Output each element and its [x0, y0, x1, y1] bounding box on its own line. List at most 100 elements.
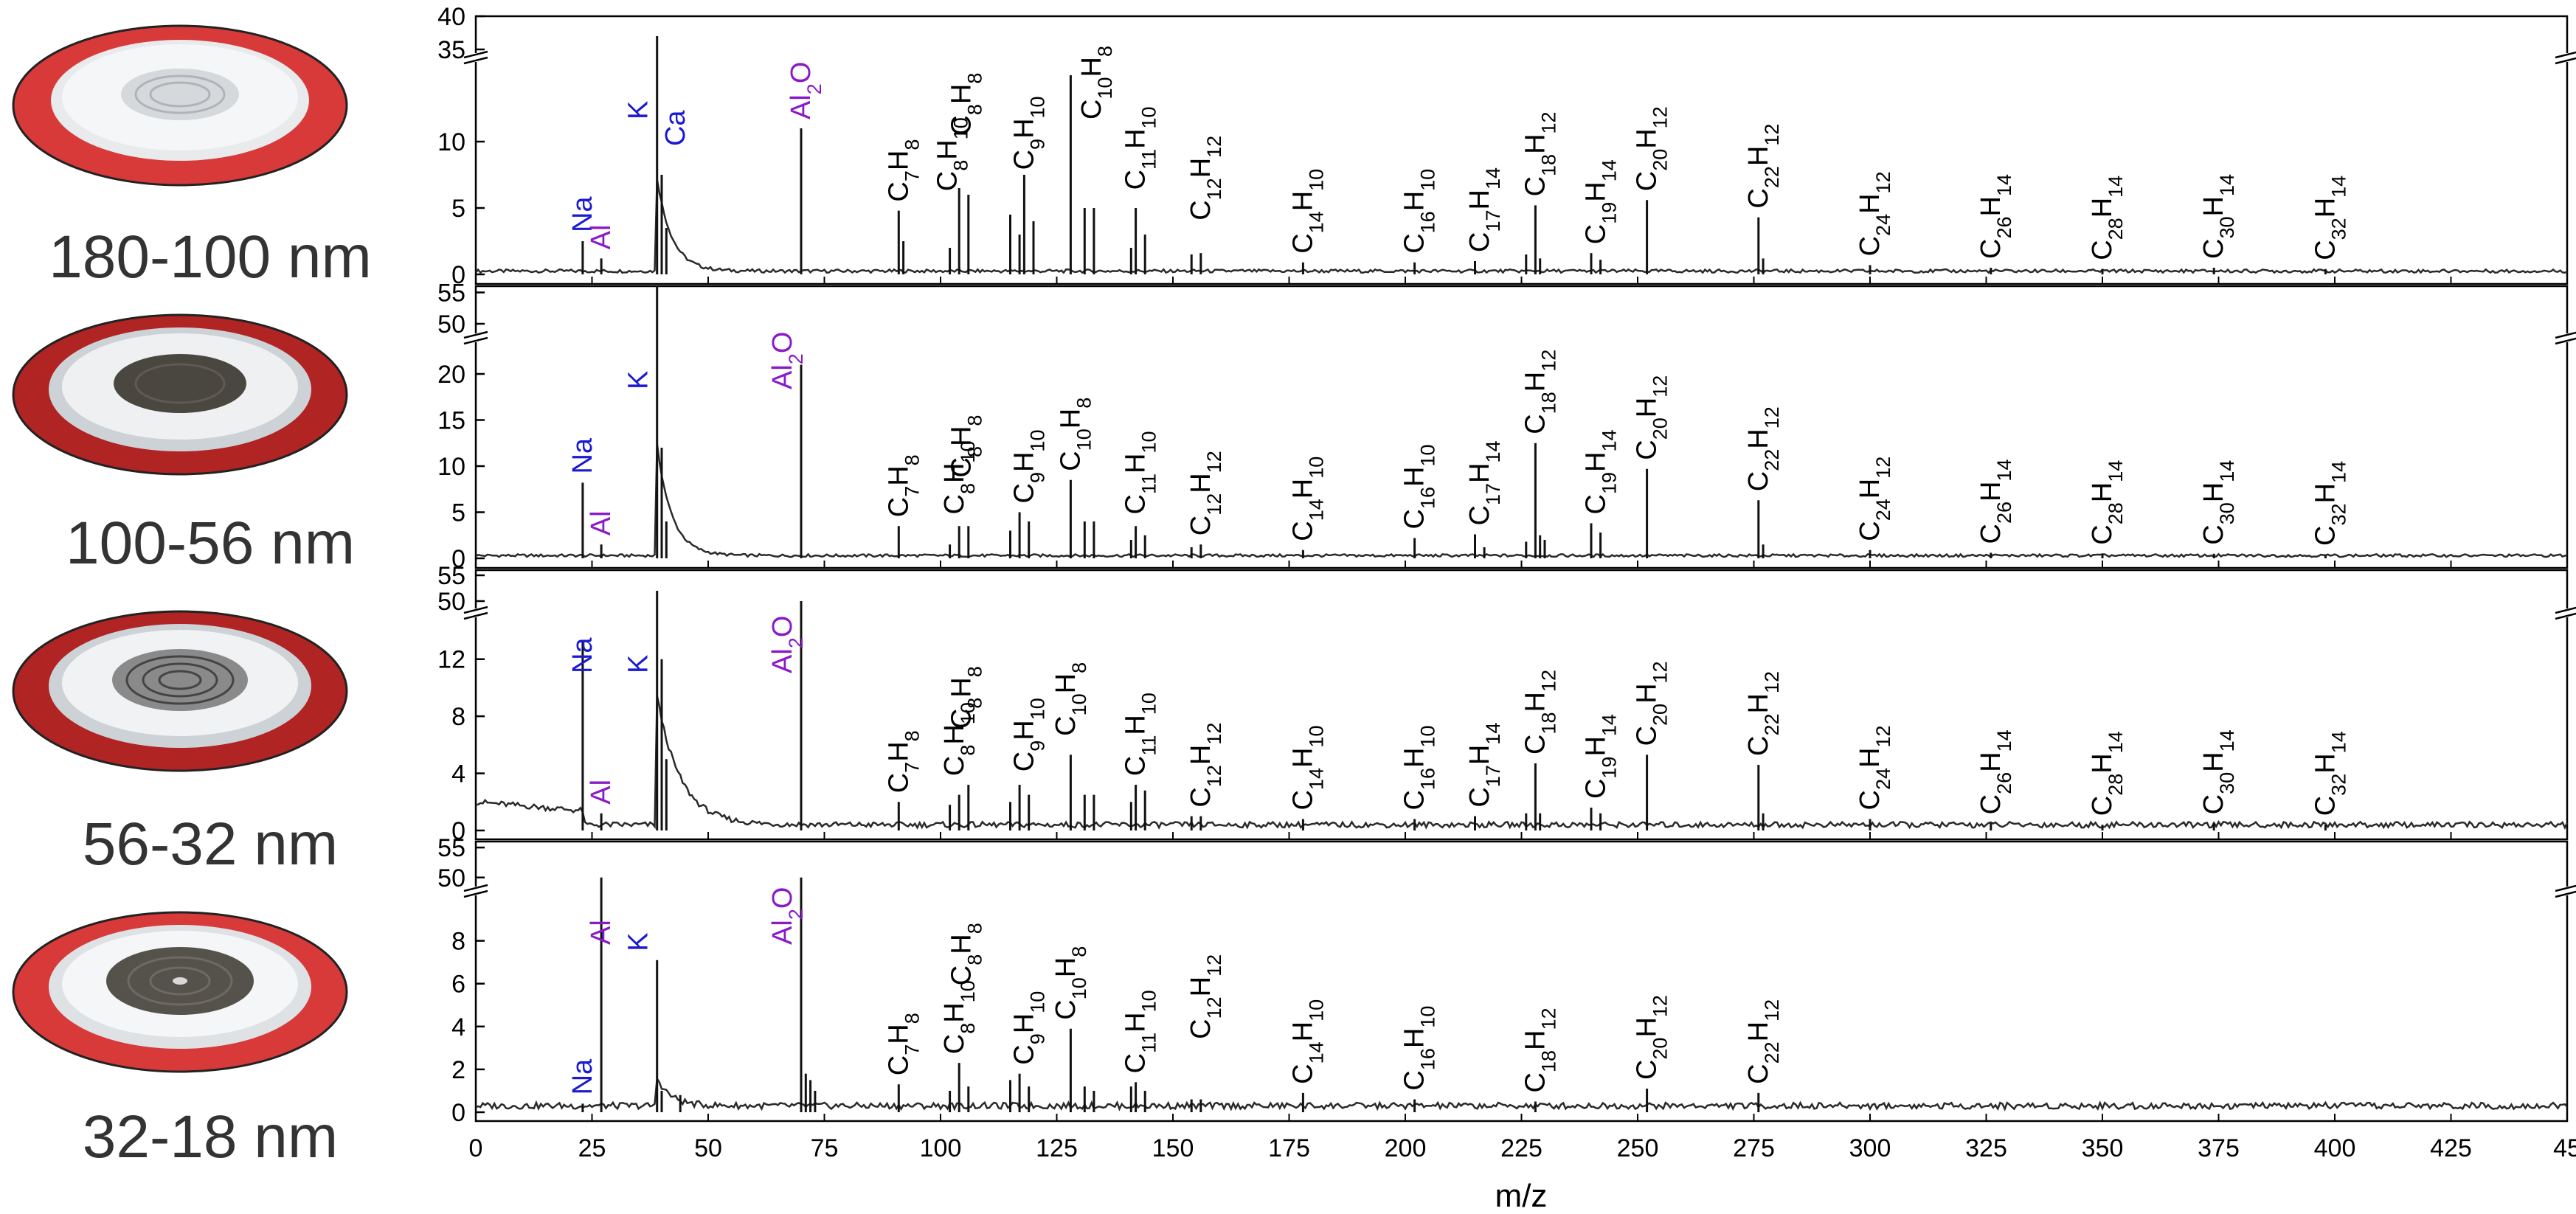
y-tick-label: 2: [451, 1056, 465, 1084]
x-tick-label: 250: [1617, 1134, 1659, 1162]
peak-label: C18H12: [1520, 1007, 1559, 1092]
peak-label: C11H10: [1121, 106, 1160, 190]
peak-label: C22H12: [1743, 406, 1783, 491]
y-tick-label: 0: [451, 817, 465, 845]
axis-break-mark: [2555, 51, 2576, 59]
peak-label: C9H10: [1008, 698, 1048, 771]
x-tick-label: 150: [1152, 1134, 1194, 1162]
x-tick-label: 225: [1500, 1134, 1543, 1162]
sample-dish-icon: [12, 24, 348, 187]
axis-break-mark: [2555, 57, 2576, 65]
peak-label: C9H10: [1008, 991, 1048, 1065]
peak-label: C22H12: [1743, 124, 1783, 209]
peak-label: C8H8: [946, 73, 986, 136]
peak-label: C8H10: [932, 117, 972, 191]
y-tick-label: 12: [437, 646, 465, 674]
peak-label: K: [623, 655, 654, 673]
peak-label: C28H14: [2087, 176, 2127, 260]
peak-label: Al: [586, 510, 617, 535]
y-tick-label: 50: [437, 311, 465, 339]
peak-label: C17H14: [1464, 441, 1504, 526]
sample-dish-icon: [12, 610, 348, 772]
peak-label: C20H12: [1632, 375, 1672, 460]
peak-label: C10H8: [1076, 46, 1116, 119]
peak-label: C7H8: [883, 1013, 923, 1075]
axis-break-mark: [2555, 890, 2576, 898]
peak-label: C30H14: [2198, 174, 2238, 259]
sample-plate-1: [10, 21, 350, 194]
x-tick-label: 25: [578, 1134, 606, 1162]
x-tick-label: 200: [1385, 1134, 1427, 1162]
peak-label: C20H12: [1632, 995, 1672, 1080]
y-tick-label: 20: [437, 361, 465, 389]
y-tick-label: 55: [437, 280, 465, 308]
axis-break-mark: [2555, 612, 2576, 620]
peak-label: C20H12: [1632, 106, 1672, 191]
peak-label: C26H14: [1976, 459, 2015, 544]
peak-label: Al2O: [767, 332, 807, 389]
peak-label: C8H8: [946, 923, 986, 985]
x-tick-label: 100: [920, 1134, 962, 1162]
peak-label: C10H8: [1055, 398, 1095, 471]
sample-plate-3: [10, 606, 350, 780]
peak-label: C9H10: [1008, 430, 1048, 504]
peak-label: C12H12: [1185, 954, 1225, 1039]
sample-label-1: 180-100 nm: [49, 223, 372, 291]
peak-label: C8H8: [946, 415, 986, 478]
peak-label: C19H14: [1580, 714, 1620, 799]
axis-break-mark: [463, 889, 488, 898]
peak-label: K: [623, 932, 654, 951]
y-tick-label: 50: [437, 588, 465, 616]
y-tick-label: 0: [451, 545, 465, 573]
spectrum-trace: [475, 443, 2568, 558]
peak-label: C30H14: [2198, 460, 2238, 545]
peak-label: C12H12: [1185, 451, 1225, 535]
peak-label: C11H10: [1121, 990, 1160, 1073]
peak-label: C14H10: [1287, 169, 1327, 254]
y-tick-label: 15: [437, 407, 465, 435]
peak-label: K: [623, 101, 654, 119]
sample-dish-icon: [12, 313, 348, 476]
peak-label: C14H10: [1287, 999, 1327, 1084]
peak-label: C22H12: [1743, 999, 1783, 1084]
y-tick-label: 4: [451, 760, 465, 788]
sample-label-2: 100-56 nm: [65, 510, 356, 577]
spectrum-trace: [474, 178, 2568, 274]
x-tick-label: 325: [1965, 1134, 2007, 1162]
peak-label: C20H12: [1632, 661, 1672, 746]
peak-label: C10H8: [1050, 662, 1090, 736]
peak-label: C18H12: [1520, 670, 1559, 755]
peak-label: Al: [586, 225, 617, 250]
peak-label: Al2O: [767, 616, 807, 673]
y-tick-label: 35: [437, 36, 465, 64]
sample-plate-4: [10, 907, 350, 1081]
peak-label: C7H8: [883, 730, 923, 793]
y-tick-label: 5: [451, 195, 465, 223]
peak-label: Al: [586, 780, 617, 805]
peak-label: C11H10: [1121, 693, 1160, 776]
peak-label: Al2O: [786, 62, 825, 119]
peak-label: C30H14: [2198, 729, 2238, 814]
axis-break-mark: [463, 884, 488, 892]
x-axis-label: m/z: [1495, 1178, 1548, 1214]
peak-label: C17H14: [1464, 167, 1504, 252]
peak-label: C7H8: [883, 139, 923, 202]
peak-label: C24H12: [1855, 171, 1894, 256]
peak-label: C28H14: [2087, 460, 2127, 545]
peak-label: C11H10: [1121, 431, 1160, 515]
spectrum-trace: [475, 1075, 2568, 1111]
peak-label: C14H10: [1287, 726, 1327, 811]
y-tick-label: 8: [451, 928, 465, 956]
peak-label: C8H10: [939, 980, 979, 1054]
sample-plate-2: [10, 310, 350, 483]
peak-label: Na: [567, 196, 598, 232]
x-tick-label: 125: [1036, 1134, 1078, 1162]
peak-label: C26H14: [1976, 174, 2015, 259]
peak-label: C32H14: [2310, 731, 2350, 816]
peak-label: Na: [567, 637, 598, 673]
peak-label: C24H12: [1855, 726, 1894, 811]
axis-break-mark: [2555, 337, 2576, 345]
